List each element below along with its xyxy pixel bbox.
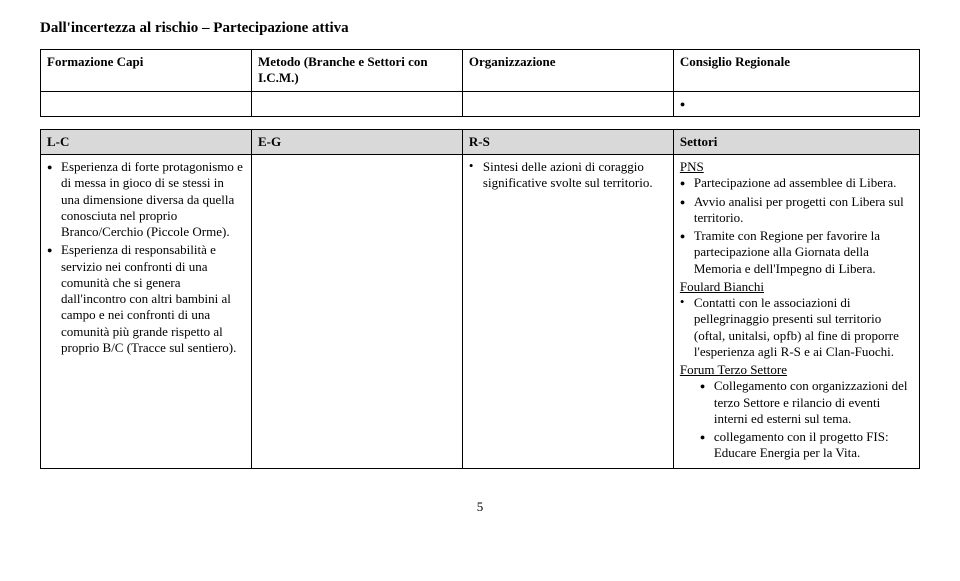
- fts-item-1: Collegamento con organizzazioni del terz…: [700, 378, 913, 427]
- cell-eg: [251, 155, 462, 469]
- empty-bullet: [680, 96, 913, 112]
- pns-item-3: Tramite con Regione per favorire la part…: [680, 228, 913, 277]
- content-row: Esperienza di forte protagonismo e di me…: [41, 155, 920, 469]
- pns-item-2: Avvio analisi per progetti con Libera su…: [680, 194, 913, 227]
- hdr-organizzazione: Organizzazione: [462, 50, 673, 92]
- rs-item-1: Sintesi delle azioni di coraggio signifi…: [469, 159, 667, 192]
- fb-item-1: Contatti con le associazioni di pellegri…: [680, 295, 913, 360]
- cell-lc: Esperienza di forte protagonismo e di me…: [41, 155, 252, 469]
- sub-rs: R-S: [462, 129, 673, 154]
- hdr-metodo: Metodo (Branche e Settori con I.C.M.): [251, 50, 462, 92]
- lc-item-1: Esperienza di forte protagonismo e di me…: [47, 159, 245, 240]
- header-row: Formazione Capi Metodo (Branche e Settor…: [41, 50, 920, 92]
- sub-eg: E-G: [251, 129, 462, 154]
- foulard-heading: Foulard Bianchi: [680, 279, 913, 295]
- hdr-formazione: Formazione Capi: [41, 50, 252, 92]
- content-table: L-C E-G R-S Settori Esperienza di forte …: [40, 129, 920, 469]
- main-table: Formazione Capi Metodo (Branche e Settor…: [40, 49, 920, 117]
- fts-item-2: collegamento con il progetto FIS: Educar…: [700, 429, 913, 462]
- pns-heading: PNS: [680, 159, 913, 175]
- page-number: 5: [40, 499, 920, 515]
- sub-settori: Settori: [673, 129, 919, 154]
- page-title: Dall'incertezza al rischio – Partecipazi…: [40, 20, 920, 37]
- sub-header-row: L-C E-G R-S Settori: [41, 129, 920, 154]
- forum-heading: Forum Terzo Settore: [680, 362, 913, 378]
- sub-lc: L-C: [41, 129, 252, 154]
- lc-item-2: Esperienza di responsabilità e servizio …: [47, 242, 245, 356]
- pns-item-1: Partecipazione ad assemblee di Libera.: [680, 175, 913, 191]
- cell-settori: PNS Partecipazione ad assemblee di Liber…: [673, 155, 919, 469]
- spacer-row: [41, 91, 920, 116]
- hdr-consiglio: Consiglio Regionale: [673, 50, 919, 92]
- cell-rs: Sintesi delle azioni di coraggio signifi…: [462, 155, 673, 469]
